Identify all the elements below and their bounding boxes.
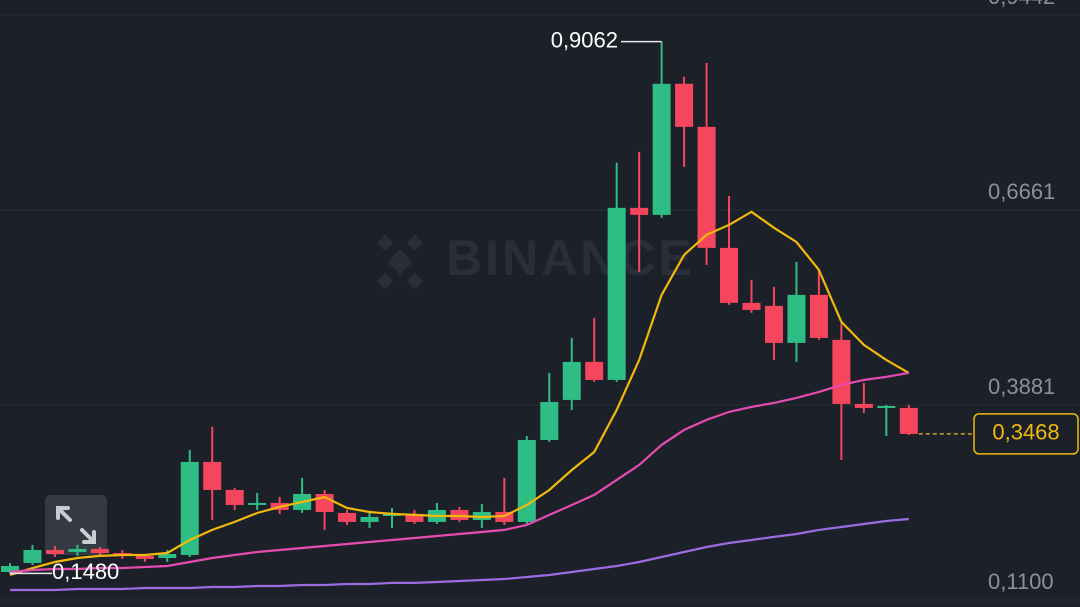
candle-body xyxy=(338,512,357,522)
candle-body xyxy=(697,126,716,248)
y-tick-label: 0,1100 xyxy=(988,569,1054,594)
candle-body xyxy=(809,294,828,338)
candle-body xyxy=(405,513,424,522)
ma-line xyxy=(9,210,910,577)
last-price-box xyxy=(973,413,1079,455)
candle-body xyxy=(877,405,896,408)
candle-body xyxy=(742,302,761,310)
y-tick-label: 0,6661 xyxy=(988,179,1055,204)
candle-body xyxy=(562,361,581,400)
candle-body xyxy=(45,549,64,554)
candle-body xyxy=(607,207,626,380)
candle-body xyxy=(517,439,536,522)
high-label: 0,9062 xyxy=(551,27,618,52)
y-tick-label: 0,9442 xyxy=(988,0,1055,9)
candle-body xyxy=(675,83,694,127)
candle-body xyxy=(135,555,154,559)
candle-body xyxy=(225,489,244,505)
candle-body xyxy=(832,339,851,404)
candle-body xyxy=(158,553,177,558)
candle-body xyxy=(203,461,222,490)
expand-button[interactable] xyxy=(45,495,107,555)
candle-body xyxy=(630,207,649,215)
candle-body xyxy=(585,361,604,380)
candle-body xyxy=(540,401,559,440)
candle-body xyxy=(90,548,109,554)
candle-body xyxy=(899,407,918,434)
candle-body xyxy=(248,502,267,505)
candle-body xyxy=(854,403,873,408)
expand-icon xyxy=(56,506,96,544)
candle-body xyxy=(23,549,42,563)
candle-body xyxy=(360,516,379,522)
y-tick-label: 0,3881 xyxy=(988,374,1055,399)
candle-body xyxy=(787,294,806,343)
ma-line xyxy=(10,517,909,592)
ma-line xyxy=(9,371,909,574)
last-price-label: 0,3468 xyxy=(992,420,1059,445)
low-label: 0,1480 xyxy=(52,559,119,584)
candle-body xyxy=(720,247,739,303)
candle-body xyxy=(1,565,19,573)
candle-body xyxy=(764,305,783,343)
candle-body xyxy=(652,83,671,215)
candle-body xyxy=(68,548,87,552)
candle-body xyxy=(180,461,199,555)
watermark-text: BINANCE xyxy=(446,230,695,286)
